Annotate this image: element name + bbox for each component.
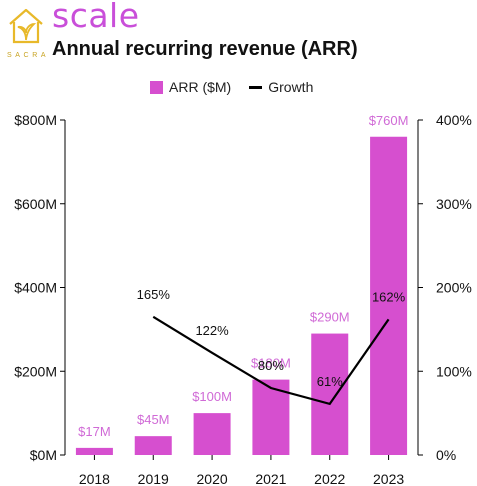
x-tick-label: 2018 — [79, 471, 110, 486]
growth-label: 61% — [317, 374, 343, 389]
y-tick-label-right: 100% — [436, 363, 472, 379]
x-tick-label: 2020 — [197, 471, 228, 486]
brand-wordmark: scale — [52, 0, 140, 35]
arr-bars — [75, 136, 408, 455]
growth-line — [152, 315, 390, 406]
x-axis-labels: 2018 2019 2020 2021 2022 2023 — [79, 455, 404, 486]
x-tick-label: 2019 — [138, 471, 169, 486]
arr-bar-label: $290M — [310, 310, 350, 325]
x-tick-label: 2022 — [314, 471, 345, 486]
y-tick-label-right: 200% — [436, 280, 472, 296]
arr-bar — [75, 447, 113, 455]
arr-bar-label: $760M — [369, 113, 409, 128]
y-tick-label-right: 400% — [436, 112, 472, 128]
y-tick-label-right: 300% — [436, 196, 472, 212]
arr-bar — [311, 333, 349, 455]
brand-logo: SACRA — [4, 2, 50, 59]
arr-bar-label: $100M — [192, 389, 232, 404]
chart-title: Annual recurring revenue (ARR) — [52, 38, 358, 60]
legend-label-arr: ARR ($M) — [169, 79, 232, 95]
growth-label: 80% — [258, 358, 284, 373]
x-tick-label: 2023 — [373, 471, 404, 486]
y-tick-label-left: $600M — [14, 196, 57, 212]
y-tick-label-left: $0M — [30, 447, 57, 463]
growth-label: 162% — [372, 289, 406, 304]
legend-swatch-growth — [249, 85, 263, 89]
arr-bar-label: $17M — [78, 424, 111, 439]
arr-bar-label: $45M — [137, 412, 170, 427]
y-tick-label-left: $400M — [14, 280, 57, 296]
growth-labels: 165% 122% 80% 61% 162% — [137, 287, 406, 389]
x-tick-label: 2021 — [255, 471, 286, 486]
brand-subtitle: SACRA — [7, 52, 50, 59]
y-axis-left-ticks: $0M $200M $400M $600M $800M — [14, 112, 65, 463]
growth-label: 122% — [195, 323, 229, 338]
chart-legend: ARR ($M) Growth — [150, 79, 313, 95]
arr-bar — [193, 413, 231, 455]
arr-bar-label: $180M — [251, 356, 291, 371]
y-tick-label-left: $200M — [14, 363, 57, 379]
legend-swatch-arr — [150, 80, 163, 94]
arr-bar — [134, 436, 172, 455]
growth-label: 165% — [137, 287, 171, 302]
legend-label-growth: Growth — [268, 79, 314, 95]
arr-bar-labels: $17M $45M $100M $180M $290M $760M — [78, 113, 408, 439]
house-plant-icon — [9, 8, 43, 44]
y-tick-label-left: $800M — [14, 112, 57, 128]
y-tick-label-right: 0% — [436, 447, 456, 463]
arr-bar — [370, 136, 408, 455]
y-axis-right-ticks: 0% 100% 200% 300% 400% — [418, 112, 472, 463]
